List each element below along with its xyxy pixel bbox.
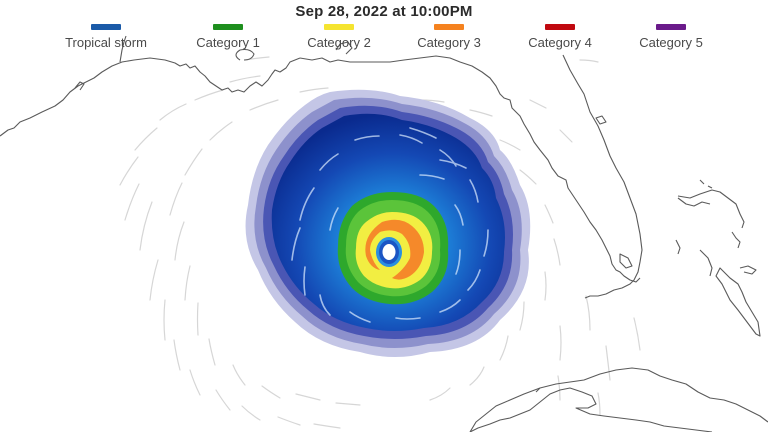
- category-3-zone: [365, 219, 424, 280]
- legend-label: Category 4: [528, 35, 592, 50]
- coastlines: [0, 35, 768, 432]
- hurricane-wind-swath: [245, 89, 531, 357]
- timestamp-title: Sep 28, 2022 at 10:00PM: [295, 3, 473, 20]
- legend-item-category-3: Category 3: [384, 24, 514, 52]
- gulf-coast-texas-louisiana: [0, 57, 301, 137]
- legend-item-category-5: Category 5: [606, 24, 736, 52]
- wind-field-streaks: [119, 56, 641, 429]
- legend-item-tropical-storm: Tropical storm: [41, 24, 171, 52]
- florida-atlantic-coast: [562, 54, 643, 299]
- legend-swatch-category-2: [324, 24, 354, 30]
- legend-label: Tropical storm: [65, 35, 147, 50]
- legend-swatch-category-4: [545, 24, 575, 30]
- legend-item-category-1: Category 1: [163, 24, 293, 52]
- legend-label: Category 5: [639, 35, 703, 50]
- legend-label: Category 2: [307, 35, 371, 50]
- gulf-coast-panhandle: [299, 55, 641, 283]
- bahamas: [677, 189, 745, 229]
- legend-swatch-category-3: [434, 24, 464, 30]
- legend-swatch-category-1: [213, 24, 243, 30]
- legend-item-category-4: Category 4: [495, 24, 625, 52]
- legend-label: Category 3: [417, 35, 481, 50]
- category-legend: Tropical storm Category 1 Category 2 Cat…: [0, 24, 768, 52]
- legend-item-category-2: Category 2: [274, 24, 404, 52]
- storm-eye: [382, 244, 396, 260]
- legend-swatch-tropical-storm: [91, 24, 121, 30]
- legend-label: Category 1: [196, 35, 260, 50]
- cuba: [469, 367, 768, 432]
- legend-swatch-category-5: [656, 24, 686, 30]
